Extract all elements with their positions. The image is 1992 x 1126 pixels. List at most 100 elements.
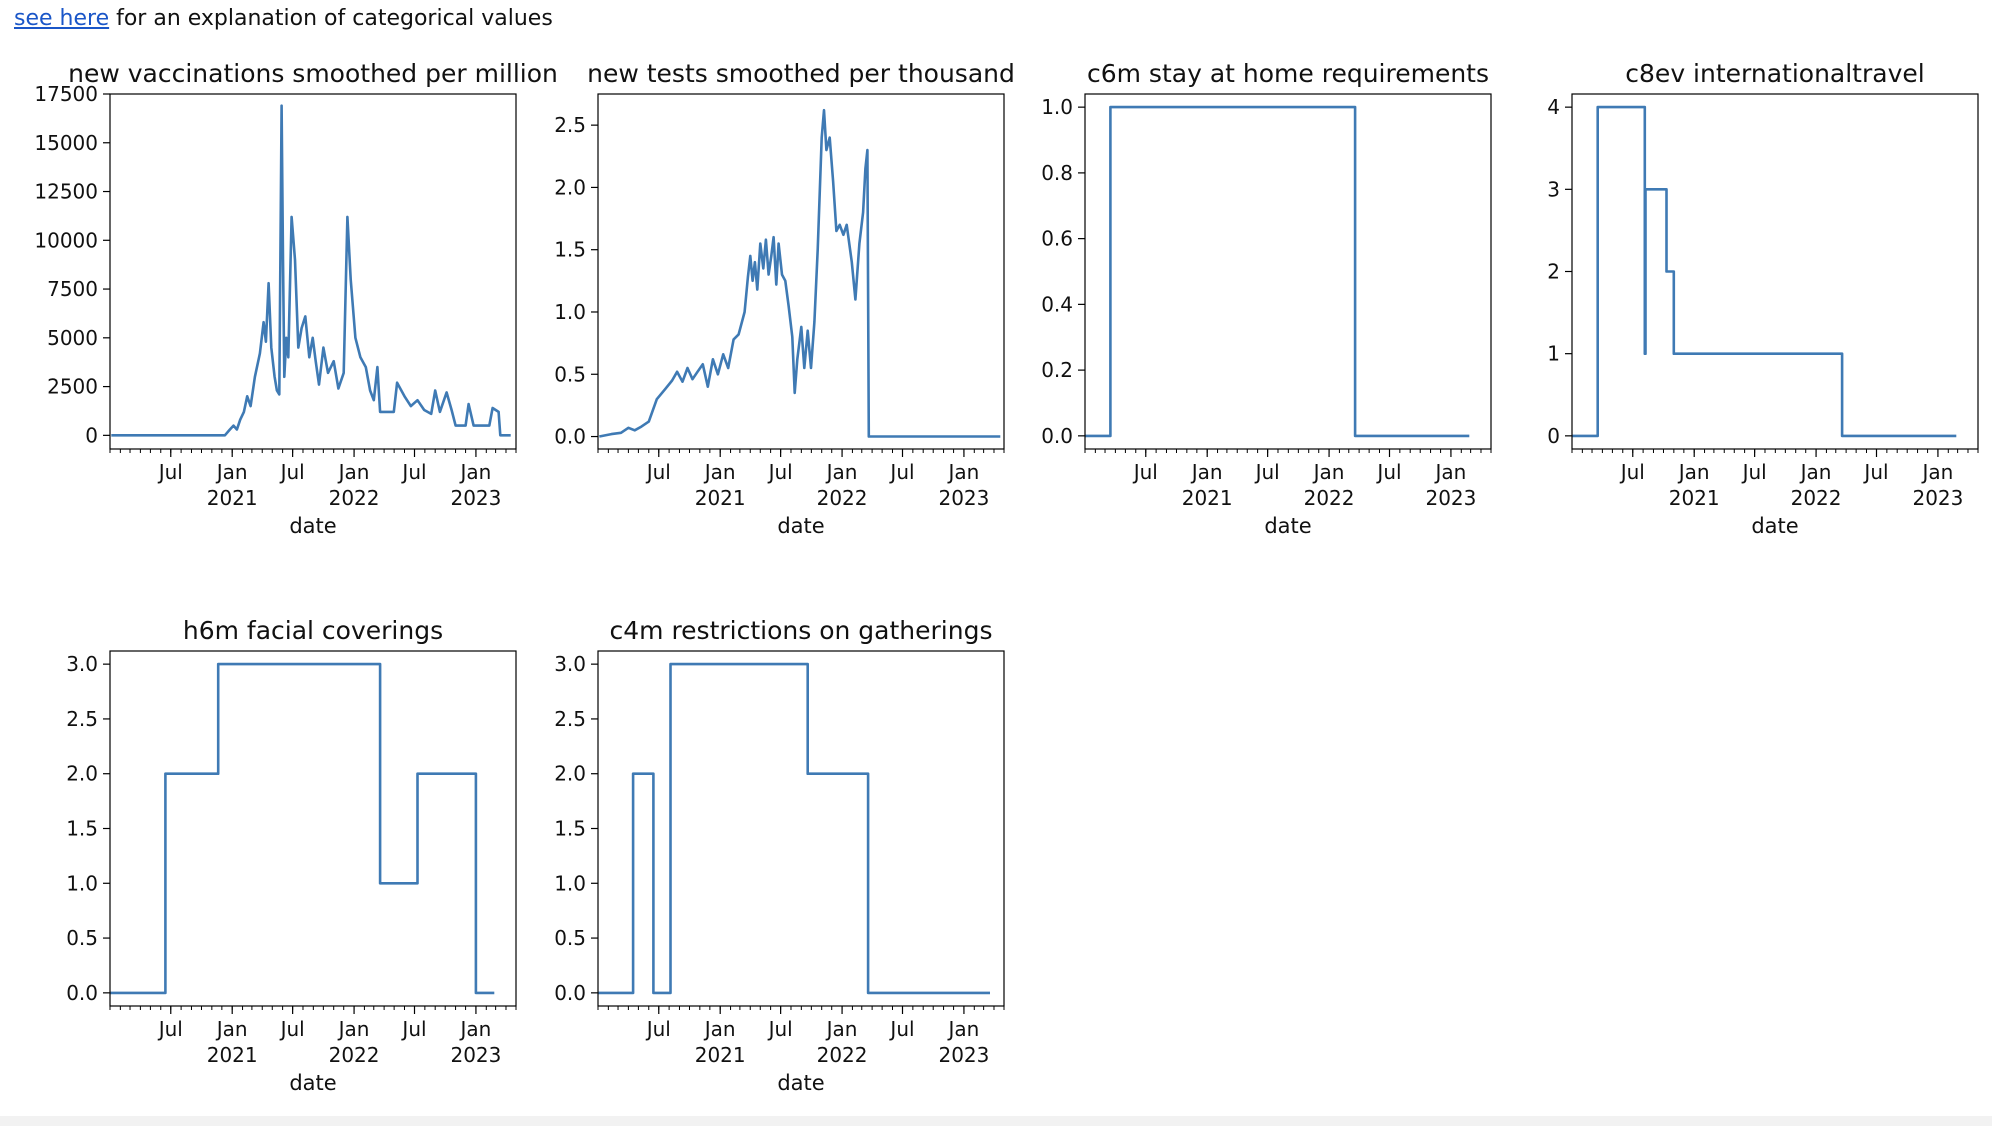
- x-tick-label: Jul: [1375, 460, 1401, 484]
- x-tick-year-label: 2023: [450, 1043, 501, 1067]
- x-tick-label: Jan: [947, 1017, 980, 1041]
- y-tick-label: 0.0: [554, 981, 586, 1005]
- series-line: [110, 662, 495, 995]
- x-axis-label: date: [289, 1071, 336, 1095]
- x-tick-label: Jul: [645, 460, 671, 484]
- y-tick-label: 2.0: [66, 762, 98, 786]
- x-axis-label: date: [289, 514, 336, 538]
- chart-title: h6m facial coverings: [183, 616, 443, 645]
- x-tick-label: Jan: [825, 460, 858, 484]
- y-tick-label: 3.0: [554, 652, 586, 676]
- y-tick-label: 2.5: [554, 113, 586, 137]
- chart-panel: c4m restrictions on gatherings 0.0 0.5 1.0 1…: [554, 616, 1005, 1095]
- x-tick-year-label: 2023: [450, 486, 501, 510]
- x-tick-label: Jul: [888, 460, 914, 484]
- y-tick-label: 1.5: [554, 238, 586, 262]
- x-tick-year-label: 2022: [329, 486, 380, 510]
- x-tick-label: Jul: [1132, 460, 1158, 484]
- x-axis-label: date: [777, 514, 824, 538]
- x-tick-year-label: 2022: [1304, 486, 1355, 510]
- y-tick-label: 0.2: [1041, 358, 1073, 382]
- x-tick-year-label: 2022: [817, 486, 868, 510]
- x-tick-year-label: 2023: [1425, 486, 1476, 510]
- page-footer-strip: [0, 1116, 1992, 1126]
- x-tick-label: Jul: [157, 1017, 183, 1041]
- x-tick-label: Jan: [459, 1017, 492, 1041]
- chart-panel: c6m stay at home requirements 0.0 0.2 0.4 0.…: [1041, 59, 1492, 538]
- y-tick-label: 0.5: [554, 362, 586, 386]
- x-tick-year-label: 2021: [207, 1043, 258, 1067]
- x-tick-label: Jan: [337, 460, 370, 484]
- x-tick-label: Jan: [215, 1017, 248, 1041]
- x-tick-label: Jan: [337, 1017, 370, 1041]
- chart-title: c6m stay at home requirements: [1087, 59, 1489, 88]
- x-tick-label: Jan: [703, 1017, 736, 1041]
- series-line: [598, 662, 990, 995]
- y-tick-label: 1.0: [1041, 95, 1073, 119]
- series-line: [1572, 105, 1957, 438]
- x-tick-year-label: 2023: [938, 1043, 989, 1067]
- see-here-link[interactable]: see here: [14, 6, 110, 31]
- y-tick-label: 12500: [34, 180, 98, 204]
- x-tick-label: Jul: [888, 1017, 914, 1041]
- x-tick-label: Jul: [1254, 460, 1280, 484]
- x-tick-year-label: 2023: [1912, 486, 1963, 510]
- x-tick-year-label: 2022: [329, 1043, 380, 1067]
- y-tick-label: 1.0: [554, 300, 586, 324]
- x-tick-year-label: 2021: [695, 486, 746, 510]
- y-tick-label: 17500: [34, 82, 98, 106]
- x-tick-year-label: 2021: [695, 1043, 746, 1067]
- intro-text: for an explanation of categorical values: [109, 6, 553, 31]
- x-tick-label: Jul: [157, 460, 183, 484]
- x-axis-label: date: [1751, 514, 1798, 538]
- y-tick-label: 0: [85, 423, 98, 447]
- chart-title: c4m restrictions on gatherings: [610, 616, 993, 645]
- x-tick-label: Jul: [279, 1017, 305, 1041]
- y-tick-label: 3: [1547, 177, 1560, 201]
- chart-panel: new vaccinations smoothed per million 0 25…: [34, 59, 558, 538]
- plot-frame: [1571, 93, 1979, 450]
- y-tick-label: 0.8: [1041, 161, 1073, 185]
- y-tick-label: 15000: [34, 131, 98, 155]
- y-tick-label: 2500: [47, 375, 98, 399]
- x-tick-year-label: 2022: [1791, 486, 1842, 510]
- y-tick-label: 3.0: [66, 652, 98, 676]
- y-tick-label: 1.0: [554, 871, 586, 895]
- y-tick-label: 2.0: [554, 175, 586, 199]
- x-tick-label: Jul: [400, 460, 426, 484]
- y-tick-label: 2.5: [554, 707, 586, 731]
- y-tick-label: 7500: [47, 277, 98, 301]
- y-tick-label: 0: [1547, 424, 1560, 448]
- x-tick-label: Jan: [947, 460, 980, 484]
- y-tick-label: 10000: [34, 228, 98, 252]
- x-axis-label: date: [1264, 514, 1311, 538]
- x-tick-label: Jul: [400, 1017, 426, 1041]
- x-axis-label: date: [777, 1071, 824, 1095]
- series-line: [599, 108, 1001, 438]
- y-tick-label: 0.4: [1041, 292, 1073, 316]
- x-tick-year-label: 2021: [1182, 486, 1233, 510]
- y-tick-label: 2: [1547, 260, 1560, 284]
- y-tick-label: 0.6: [1041, 227, 1073, 251]
- plot-frame: [1084, 93, 1492, 450]
- x-tick-year-label: 2022: [817, 1043, 868, 1067]
- x-tick-label: Jul: [645, 1017, 671, 1041]
- x-tick-label: Jan: [703, 460, 736, 484]
- y-tick-label: 2.0: [554, 762, 586, 786]
- y-tick-label: 1: [1547, 342, 1560, 366]
- y-tick-label: 0.0: [1041, 424, 1073, 448]
- y-tick-label: 0.5: [66, 926, 98, 950]
- chart-title: new tests smoothed per thousand: [587, 59, 1015, 88]
- chart-title: new vaccinations smoothed per million: [68, 59, 558, 88]
- chart-panel: new tests smoothed per thousand 0.0 0.5 1.0…: [554, 59, 1015, 538]
- x-tick-label: Jan: [1190, 460, 1223, 484]
- x-tick-label: Jan: [459, 460, 492, 484]
- y-tick-label: 0.0: [66, 981, 98, 1005]
- x-tick-label: Jul: [767, 1017, 793, 1041]
- x-tick-label: Jul: [767, 460, 793, 484]
- intro-note: see here for an explanation of categoric…: [14, 6, 553, 31]
- y-tick-label: 0.0: [554, 425, 586, 449]
- x-tick-label: Jan: [1921, 460, 1954, 484]
